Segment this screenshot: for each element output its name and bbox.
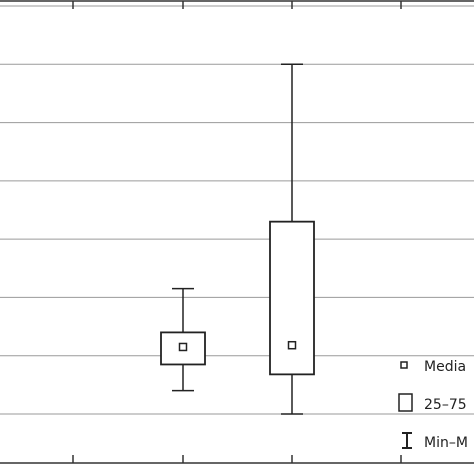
plot-frame [0, 0, 474, 464]
median-marker [178, 342, 188, 352]
legend-whisker-symbol [402, 432, 412, 449]
box-group [269, 63, 315, 415]
boxes [160, 63, 315, 415]
median-marker [287, 340, 297, 350]
gridlines [0, 5, 474, 415]
axis-ticks [72, 1, 402, 463]
legend-whisker-label: Min–M [424, 435, 468, 451]
iqr-box [269, 220, 315, 376]
legend-box-symbol [398, 393, 413, 412]
legend-box-label: 25–75 [424, 397, 467, 413]
legend-median-symbol [400, 361, 408, 369]
box-group [160, 287, 206, 392]
legend: Media 25–75 Min–M [398, 359, 468, 451]
legend-median-label: Media [424, 359, 466, 375]
